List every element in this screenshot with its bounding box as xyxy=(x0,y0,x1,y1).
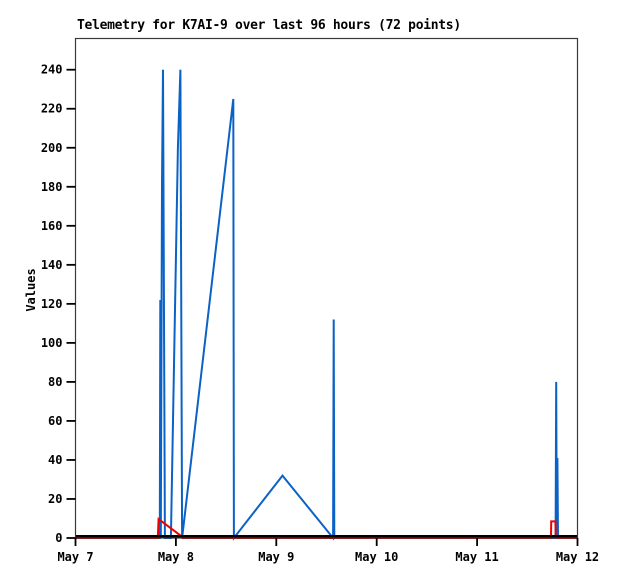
y-tick-label: 0 xyxy=(55,531,62,545)
y-tick-label: 40 xyxy=(48,453,62,467)
x-tick-label: May 10 xyxy=(355,550,398,564)
y-tick-label: 80 xyxy=(48,375,62,389)
y-tick-label: 160 xyxy=(41,219,63,233)
y-tick-label: 60 xyxy=(48,414,62,428)
series-line-telemetry-channel-blue xyxy=(75,69,578,541)
x-tick-label: May 11 xyxy=(455,550,498,564)
y-tick-label: 120 xyxy=(41,297,63,311)
plot-border xyxy=(74,37,579,539)
x-tick-label: May 9 xyxy=(258,550,294,564)
x-tick-label: May 8 xyxy=(158,550,194,564)
x-tick-label: May 12 xyxy=(556,550,599,564)
chart-title: Telemetry for K7AI-9 over last 96 hours … xyxy=(77,18,461,33)
y-tick-label: 240 xyxy=(41,63,63,77)
y-tick-label: 100 xyxy=(41,336,63,350)
y-tick-label: 180 xyxy=(41,180,63,194)
x-tick-label: May 7 xyxy=(57,550,93,564)
y-tick-label: 140 xyxy=(41,258,63,272)
y-tick-label: 220 xyxy=(41,102,63,116)
y-tick-label: 200 xyxy=(41,141,63,155)
y-tick-label: 20 xyxy=(48,492,62,506)
